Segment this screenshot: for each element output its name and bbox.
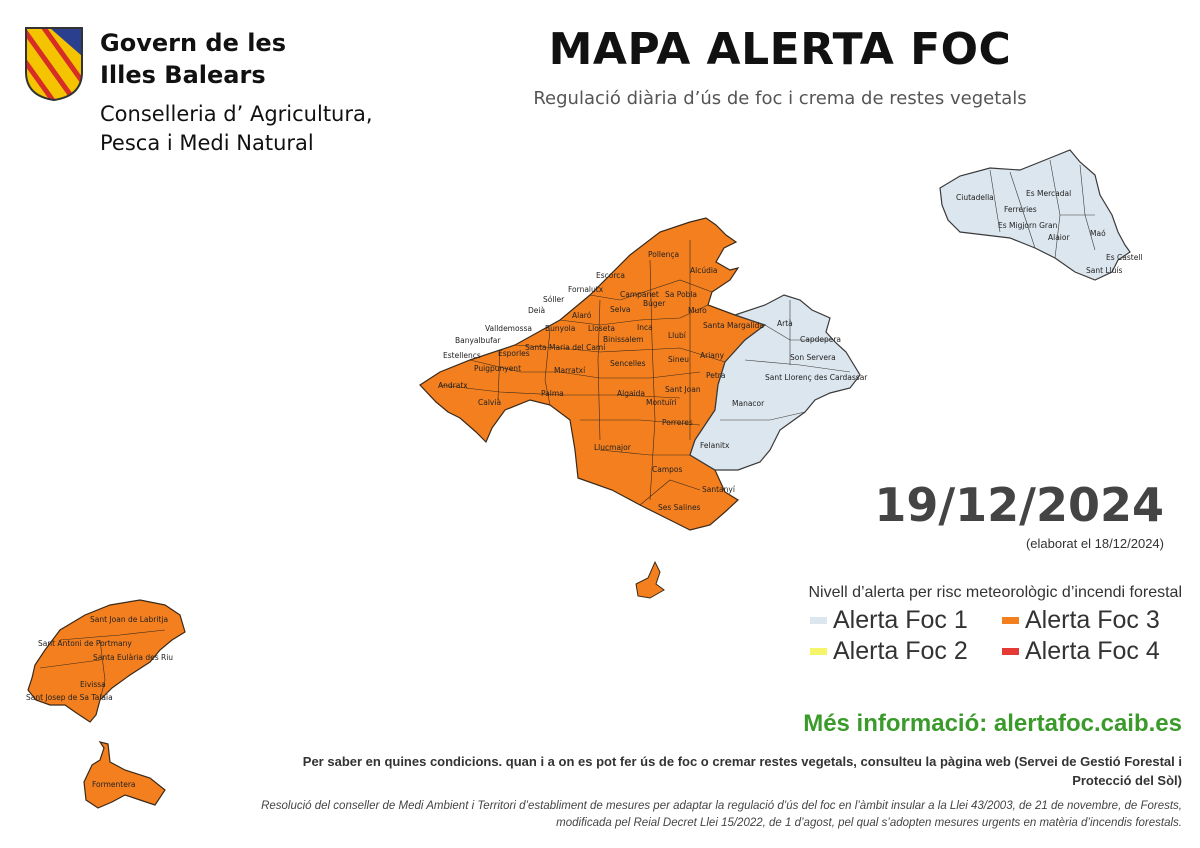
conditions-note: Per saber en quines condicions. quan i a… xyxy=(302,754,1182,788)
label-soller: Sóller xyxy=(543,295,565,304)
label-ariany: Ariany xyxy=(700,351,725,360)
legend-swatch-alerta-1 xyxy=(810,617,827,624)
label-bunyola: Bunyola xyxy=(545,324,575,333)
label-sa-pobla: Sa Pobla xyxy=(665,290,697,299)
page-subtitle: Regulació diària d’ús de foc i crema de … xyxy=(533,88,1027,109)
label-muro: Muro xyxy=(688,306,707,315)
label-sant-joan: Sant Joan xyxy=(665,385,701,394)
label-banyalbufar: Banyalbufar xyxy=(455,336,501,345)
label-mao: Maó xyxy=(1090,229,1106,238)
alert-date: 19/12/2024 xyxy=(874,478,1164,532)
label-deia: Deià xyxy=(528,306,545,315)
label-sant-joan-de-labritja: Sant Joan de Labritja xyxy=(90,615,168,624)
pitiuses-labels: Sant Joan de Labritja Sant Antoni de Por… xyxy=(26,615,173,789)
label-ciutadella: Ciutadella xyxy=(956,193,994,202)
label-valldemossa: Valldemossa xyxy=(485,324,532,333)
mallorca-east-boundaries xyxy=(720,300,851,421)
label-algaida: Algaida xyxy=(617,389,645,398)
menorca-municipal-boundaries xyxy=(989,159,1096,259)
label-estellencs: Estellencs xyxy=(443,351,481,360)
more-info-link[interactable]: Més informació: alertafoc.caib.es xyxy=(803,710,1182,737)
label-binissalem: Binissalem xyxy=(603,335,643,344)
legend-swatch-alerta-2 xyxy=(810,648,827,655)
label-ses-salines: Ses Salines xyxy=(658,503,701,512)
legend-item-alerta-1: Alerta Foc 1 xyxy=(810,606,968,635)
label-pollenca: Pollença xyxy=(648,250,679,259)
menorca-alert1-region xyxy=(939,149,1131,281)
label-inca: Inca xyxy=(637,323,653,332)
legend-item-alerta-4: Alerta Foc 4 xyxy=(1002,637,1160,666)
label-campos: Campos xyxy=(652,465,682,474)
formentera-alert3-region xyxy=(83,741,166,809)
legend-item-alerta-3: Alerta Foc 3 xyxy=(1002,606,1160,635)
legend-label-alerta-4: Alerta Foc 4 xyxy=(1025,637,1160,665)
label-santanyi: Santanyí xyxy=(702,485,736,494)
conselleria-line1: Conselleria d’ Agricultura, xyxy=(100,102,373,126)
legal-resolution-note: Resolució del conseller de Medi Ambient … xyxy=(261,800,1182,829)
legend-swatch-alerta-4 xyxy=(1002,648,1019,655)
legend-swatch-alerta-3 xyxy=(1002,617,1019,624)
label-sineu: Sineu xyxy=(668,355,689,364)
label-eivissa: Eivissa xyxy=(80,680,106,689)
label-son-servera: Son Servera xyxy=(790,353,836,362)
label-santa-maria-del-cami: Santa Maria del Camí xyxy=(525,343,606,352)
label-alaro: Alaró xyxy=(572,311,592,320)
legend-label-alerta-1: Alerta Foc 1 xyxy=(833,606,968,634)
govern-name-line1: Govern de les xyxy=(100,29,286,57)
label-palma: Palma xyxy=(541,389,564,398)
label-campanet: Campanet xyxy=(620,290,659,299)
label-es-migjorn-gran: Es Migjorn Gran xyxy=(998,221,1058,230)
label-llubi: Llubí xyxy=(668,331,687,340)
label-porreres: Porreres xyxy=(662,418,693,427)
label-lloseta: Lloseta xyxy=(588,324,615,333)
label-manacor: Manacor xyxy=(732,399,765,408)
label-calvia: Calvià xyxy=(478,398,501,407)
label-alaior: Alaior xyxy=(1048,233,1070,242)
label-llucmajor: Llucmajor xyxy=(594,443,632,452)
legend-item-alerta-2: Alerta Foc 2 xyxy=(810,637,968,666)
label-escorca: Escorca xyxy=(596,271,625,280)
elaborat-date: (elaborat el 18/12/2024) xyxy=(1025,536,1164,551)
label-formentera: Formentera xyxy=(92,780,136,789)
label-es-castell: Es Castell xyxy=(1106,253,1143,262)
label-arta: Artà xyxy=(777,319,793,328)
label-santa-margalida: Santa Margalida xyxy=(703,321,764,330)
menorca-labels: Ciutadella Es Mercadal Ferreries Es Migj… xyxy=(956,189,1143,275)
page-title: MAPA ALERTA FOC xyxy=(548,24,1012,75)
label-sant-antoni-de-portmany: Sant Antoni de Portmany xyxy=(38,639,132,648)
label-fornalutx: Fornalutx xyxy=(568,285,604,294)
label-selva: Selva xyxy=(610,305,631,314)
label-esporles: Esporles xyxy=(498,349,530,358)
mallorca-alert1-region xyxy=(689,294,861,471)
legend-title: Nivell d’alerta per risc meteorològic d’… xyxy=(808,584,1183,601)
eivissa-alert3-region xyxy=(27,599,186,723)
label-montuiri: Montuïri xyxy=(646,398,677,407)
cabrera-island xyxy=(635,560,665,599)
conselleria-line2: Pesca i Medi Natural xyxy=(100,131,314,155)
label-puigpunyent: Puigpunyent xyxy=(474,364,521,373)
legend-label-alerta-3: Alerta Foc 3 xyxy=(1025,606,1160,634)
label-buger: Búger xyxy=(643,299,666,308)
label-petra: Petra xyxy=(706,371,726,380)
label-es-mercadal: Es Mercadal xyxy=(1026,189,1071,198)
label-sant-llorenc: Sant Llorenç des Cardassar xyxy=(765,373,868,382)
label-ferreries: Ferreries xyxy=(1004,205,1037,214)
label-felanitx: Felanitx xyxy=(700,441,730,450)
label-sant-josep-de-sa-talaia: Sant Josep de Sa Talaia xyxy=(26,693,113,702)
govern-logo-shield xyxy=(25,27,83,102)
label-sencelles: Sencelles xyxy=(610,359,646,368)
label-alcudia: Alcúdia xyxy=(690,266,718,275)
mallorca-municipal-boundaries xyxy=(439,240,726,506)
label-andratx: Andratx xyxy=(438,381,468,390)
label-capdepera: Capdepera xyxy=(800,335,841,344)
eivissa-municipal-boundaries xyxy=(39,629,166,701)
label-marratxi: Marratxí xyxy=(554,366,586,375)
label-sant-lluis: Sant Lluís xyxy=(1086,266,1123,275)
govern-name-line2: Illes Balears xyxy=(100,61,266,89)
label-santa-eularia-des-riu: Santa Eulària des Riu xyxy=(93,653,173,662)
mallorca-labels: Pollença Escorca Alcúdia Fornalutx Campa… xyxy=(438,250,868,512)
legend-label-alerta-2: Alerta Foc 2 xyxy=(833,637,968,665)
